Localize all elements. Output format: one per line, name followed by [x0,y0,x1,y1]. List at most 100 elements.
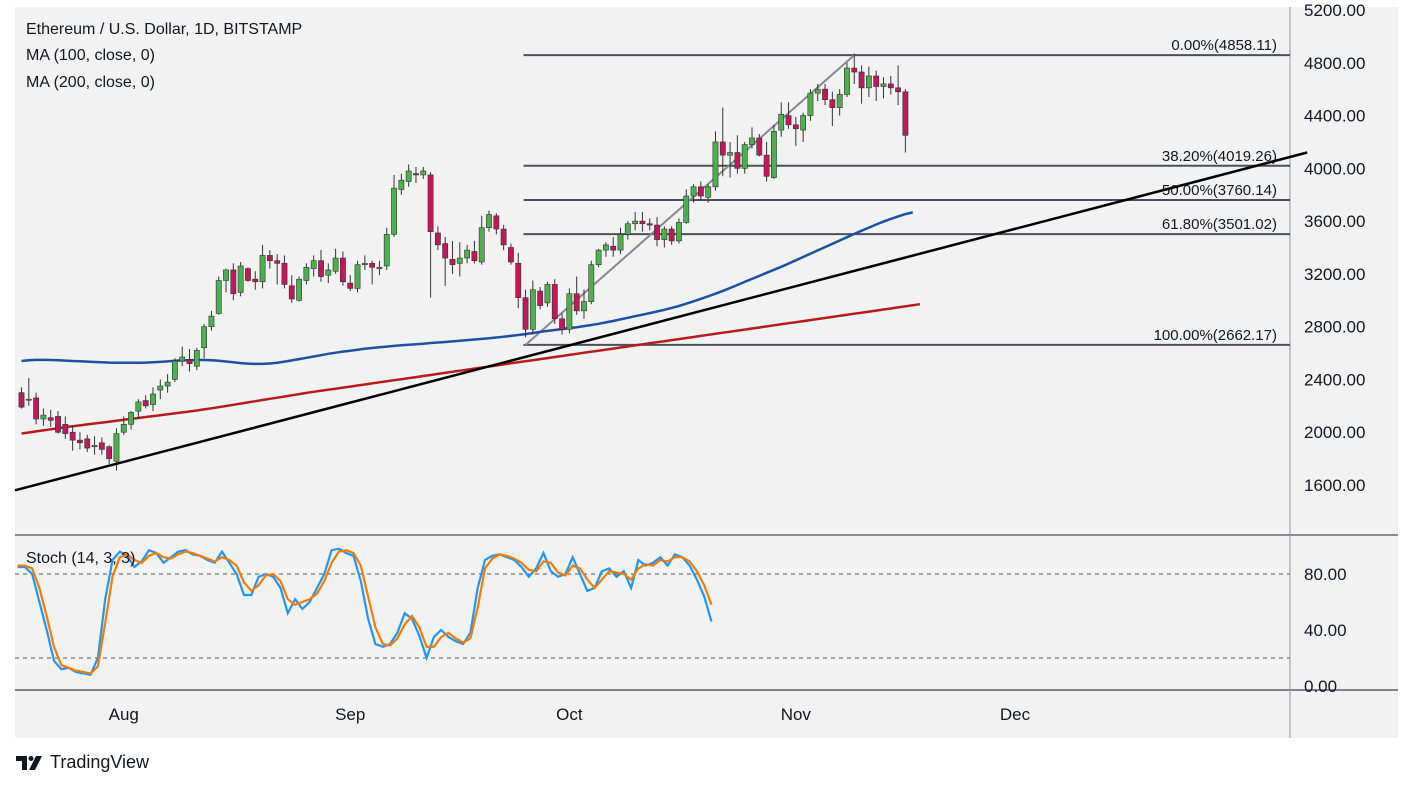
candle-body [62,424,69,434]
candle-body [836,94,843,108]
fibonacci-retracement[interactable]: 0.00%(4858.11) 38.20%(4019.26) 50.00%(3760… [523,37,1290,346]
candle-body [741,144,748,169]
candle-body [873,75,880,87]
candle-body [880,83,887,87]
candle-body [676,222,682,242]
candle-body [69,431,76,441]
candle-body [98,442,105,450]
candle-body [829,99,836,108]
candle-body [208,315,215,327]
candle-body [40,414,47,420]
candle-body [172,360,178,380]
candle-body [135,401,142,412]
price-tick-label: 2800.00 [1304,318,1365,337]
axes-labels: 5200.00 4800.00 4400.00 4000.00 3600.00 3200.… [109,1,1366,724]
fib-level-label: 100.00%(2662.17) [1154,327,1277,344]
candle-body [193,350,200,367]
candle-body [705,186,712,198]
candle-body [332,257,339,272]
candle-body [771,131,777,178]
month-tick-label: Sep [335,705,365,724]
candle-body [434,232,441,246]
stoch-legend: Stoch (14, 3, 3) [26,550,135,567]
candle-body [223,269,229,281]
candle-body [245,268,251,281]
tradingview-brand[interactable]: TradingView [16,752,149,773]
candle-body [624,223,631,235]
candle-body [464,249,471,259]
price-tick-label: 4800.00 [1304,54,1365,73]
candle-body [559,318,565,330]
candle-body [106,446,113,459]
tradingview-logo-icon [16,755,42,770]
candle-body [902,91,909,136]
price-tick-label: 3200.00 [1304,265,1365,284]
candle-body [296,278,302,301]
candle-body [749,137,755,145]
candle-body [617,234,624,251]
fib-level-label: 61.80%(3501.02) [1162,216,1277,233]
candle-body [537,290,544,306]
candle-body [420,170,427,176]
stoch-tick-label: 80.00 [1304,565,1347,584]
candle-body [646,223,653,226]
candle-body [376,266,383,269]
trendlines[interactable] [14,151,1308,492]
candle-body [55,416,61,433]
candle-body [858,71,865,89]
price-tick-label: 4400.00 [1304,107,1365,126]
candle-body [851,67,858,73]
candle-body [164,381,171,387]
candle-body [33,397,40,420]
candle-body [347,282,354,289]
candle-body [288,285,295,300]
candle-body [47,417,54,421]
price-pane-background [15,7,1290,534]
candle-body [807,92,814,116]
candle-body [895,87,901,93]
candle-body [500,228,507,246]
candle-body [865,75,872,89]
candle-body [763,154,770,177]
candle-body [632,220,639,225]
candle-body [690,186,697,197]
candle-body [581,301,587,312]
candle-body [310,260,317,269]
candle-body [237,265,244,293]
candle-body [369,263,376,268]
candle-body [712,141,719,188]
brand-name: TradingView [50,752,150,772]
fib-level-label: 50.00%(3760.14) [1162,182,1277,199]
candle-body [610,245,617,251]
candle-body [697,186,704,197]
candle-body [354,264,361,289]
candle-body [142,400,149,407]
candle-body [522,297,529,330]
moving-averages [21,211,921,435]
candle-body [259,255,266,283]
candle-body [654,224,660,240]
candle-body [785,115,792,126]
candle-body [814,88,821,94]
candle-body [340,257,346,283]
price-axis-background [1290,7,1398,534]
candle-body [157,385,164,391]
candle-body [266,255,273,261]
candle-body [449,259,456,265]
price-tick-label: 2400.00 [1304,370,1365,389]
ma200-legend: MA (200, close, 0) [26,74,155,91]
candle-body [77,439,83,444]
candle-body [529,289,536,330]
candle-body [201,326,208,349]
month-tick-label: Dec [1000,705,1031,724]
candle-body [778,113,785,131]
stoch-tick-label: 40.00 [1304,621,1347,640]
candle-body [595,249,602,265]
candle-body [573,293,580,312]
ma100-legend: MA (100, close, 0) [26,47,155,64]
candle-body [566,293,573,330]
candle-body [150,393,156,405]
candle-body [792,124,799,130]
candle-body [639,220,646,225]
